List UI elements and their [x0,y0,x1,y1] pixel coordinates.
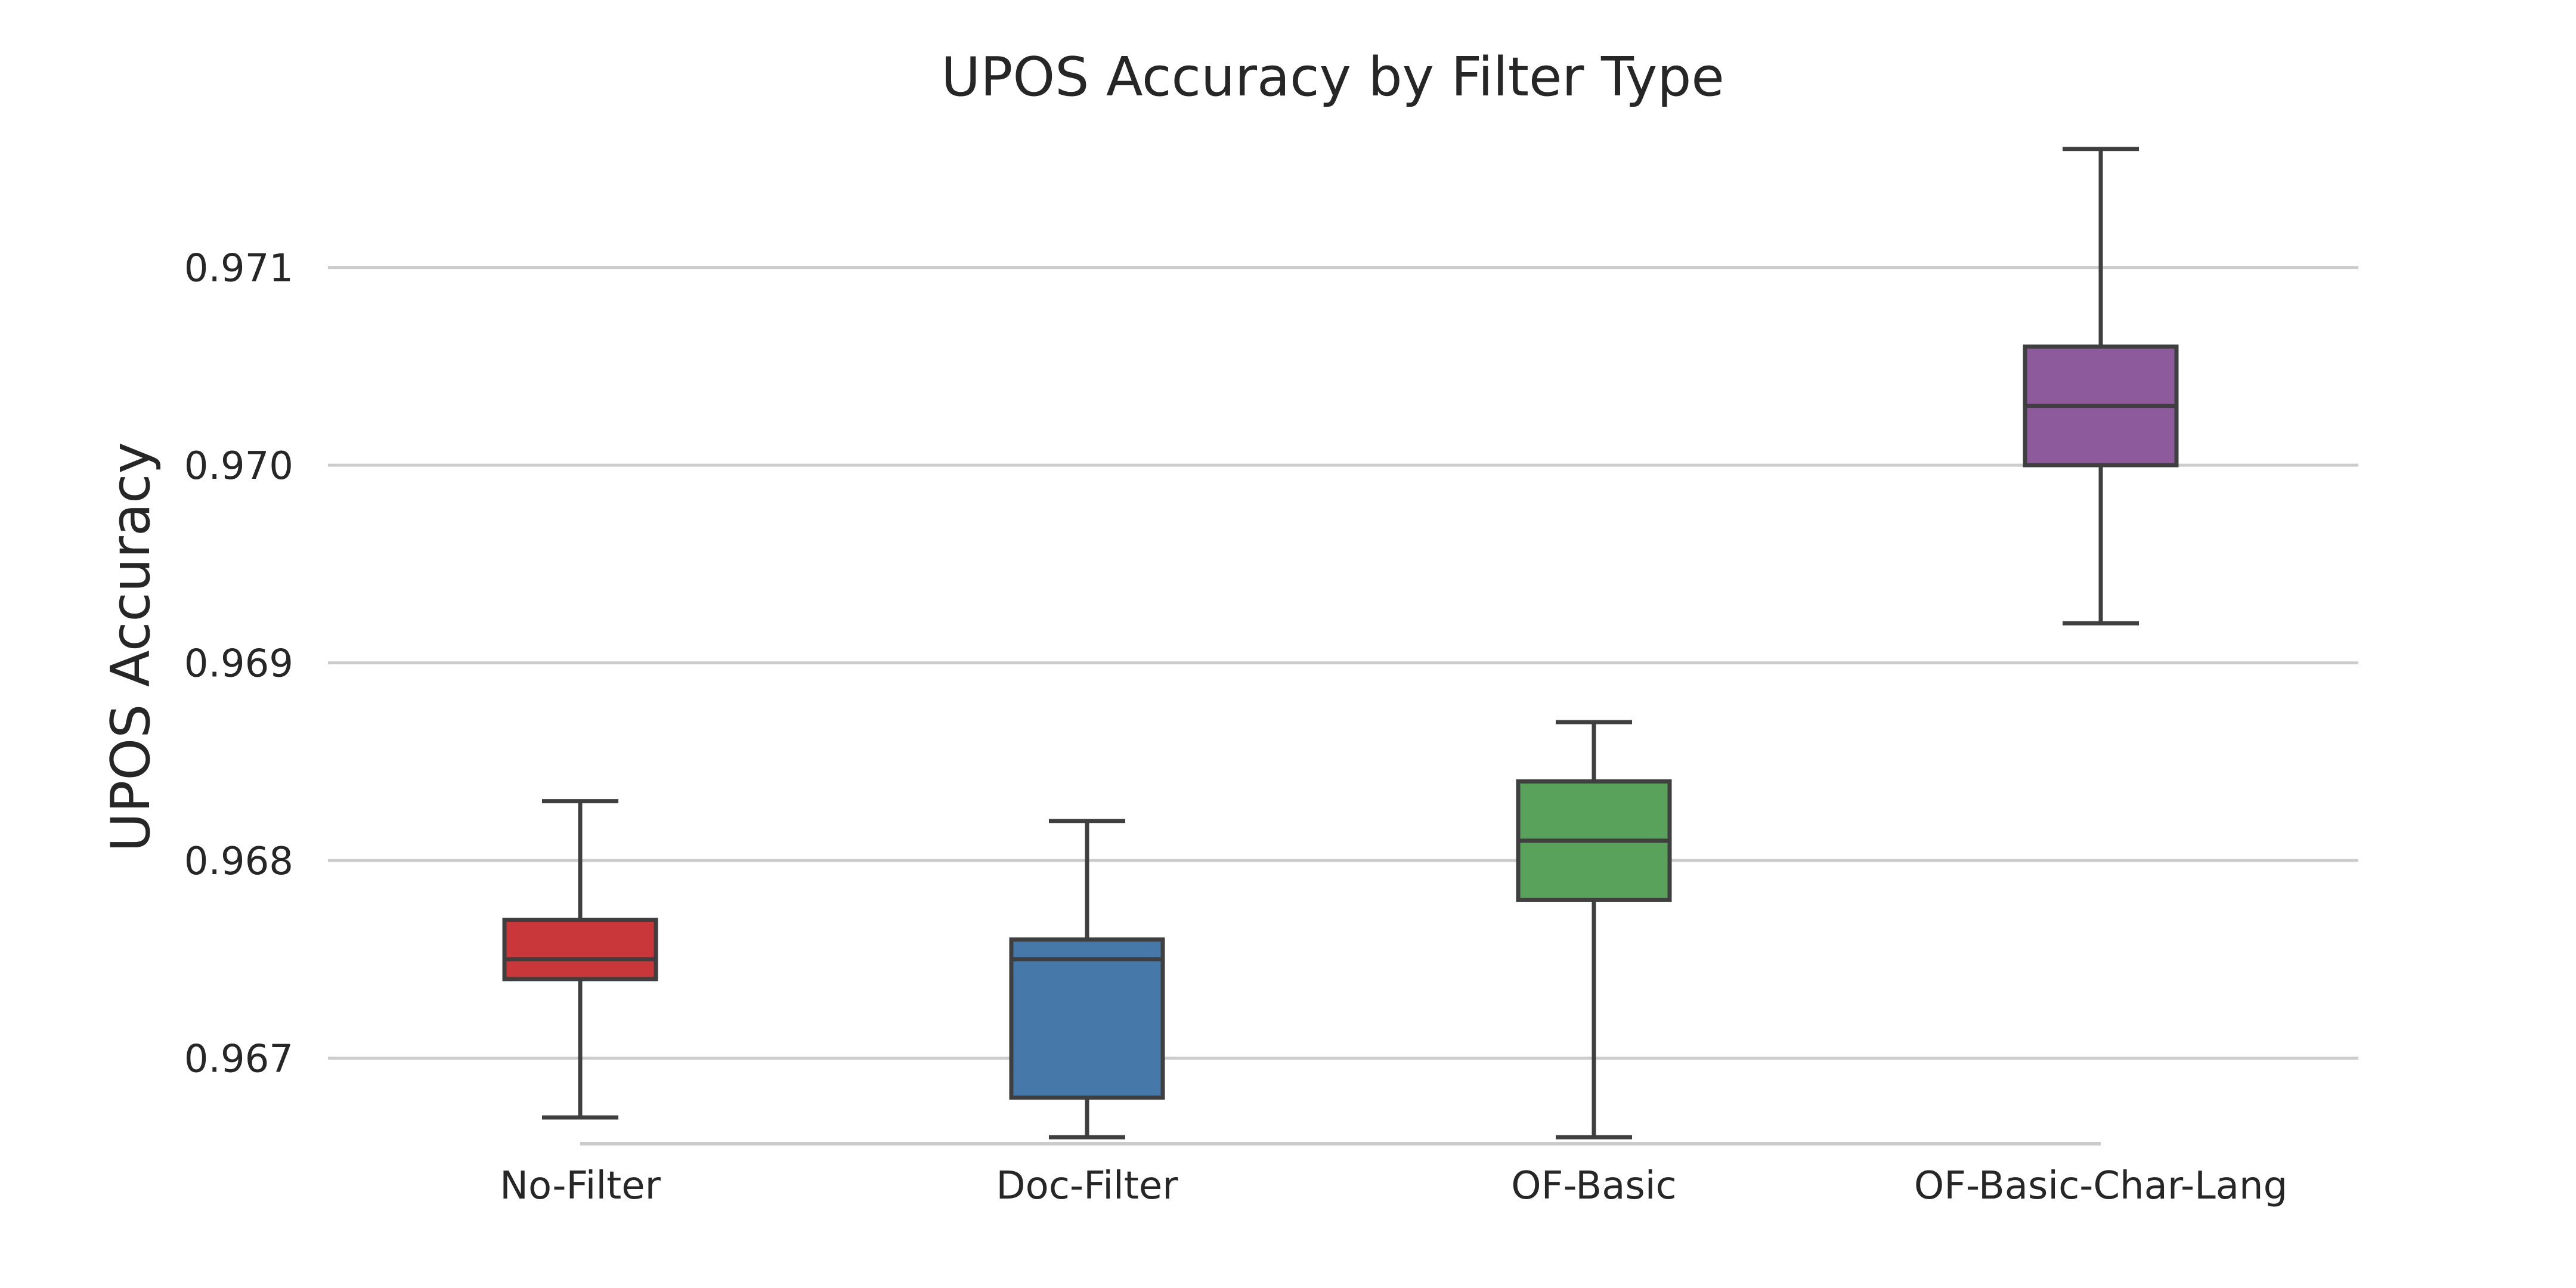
y-tick-label: 0.971 [184,247,293,291]
y-tick-label: 0.968 [184,840,293,884]
x-tick-label: Doc-Filter [996,1164,1178,1208]
x-tick-label: No-Filter [500,1164,661,1208]
box-1 [502,799,658,1120]
y-tick-labels: 0.967 0.968 0.969 0.970 0.971 [184,247,293,1082]
grid-lines [328,266,2358,1060]
box-2 [1009,819,1165,1140]
box-3 [1516,720,1672,1140]
box-4 [2023,147,2179,626]
chart-title: UPOS Accuracy by Filter Type [941,46,1724,109]
boxes [502,147,2179,1140]
x-tick-labels: No-Filter Doc-Filter OF-Basic OF-Basic-Char… [500,1164,2287,1208]
y-tick-label: 0.969 [184,642,293,686]
x-tick-label: OF-Basic-Char-Lang [1914,1164,2287,1208]
box-body [1009,937,1165,1100]
y-tick-label: 0.970 [184,444,293,488]
x-tick-label: OF-Basic [1511,1164,1676,1208]
y-tick-label: 0.967 [184,1038,293,1082]
y-axis-label: UPOS Accuracy [100,442,162,852]
box-body [502,918,658,982]
